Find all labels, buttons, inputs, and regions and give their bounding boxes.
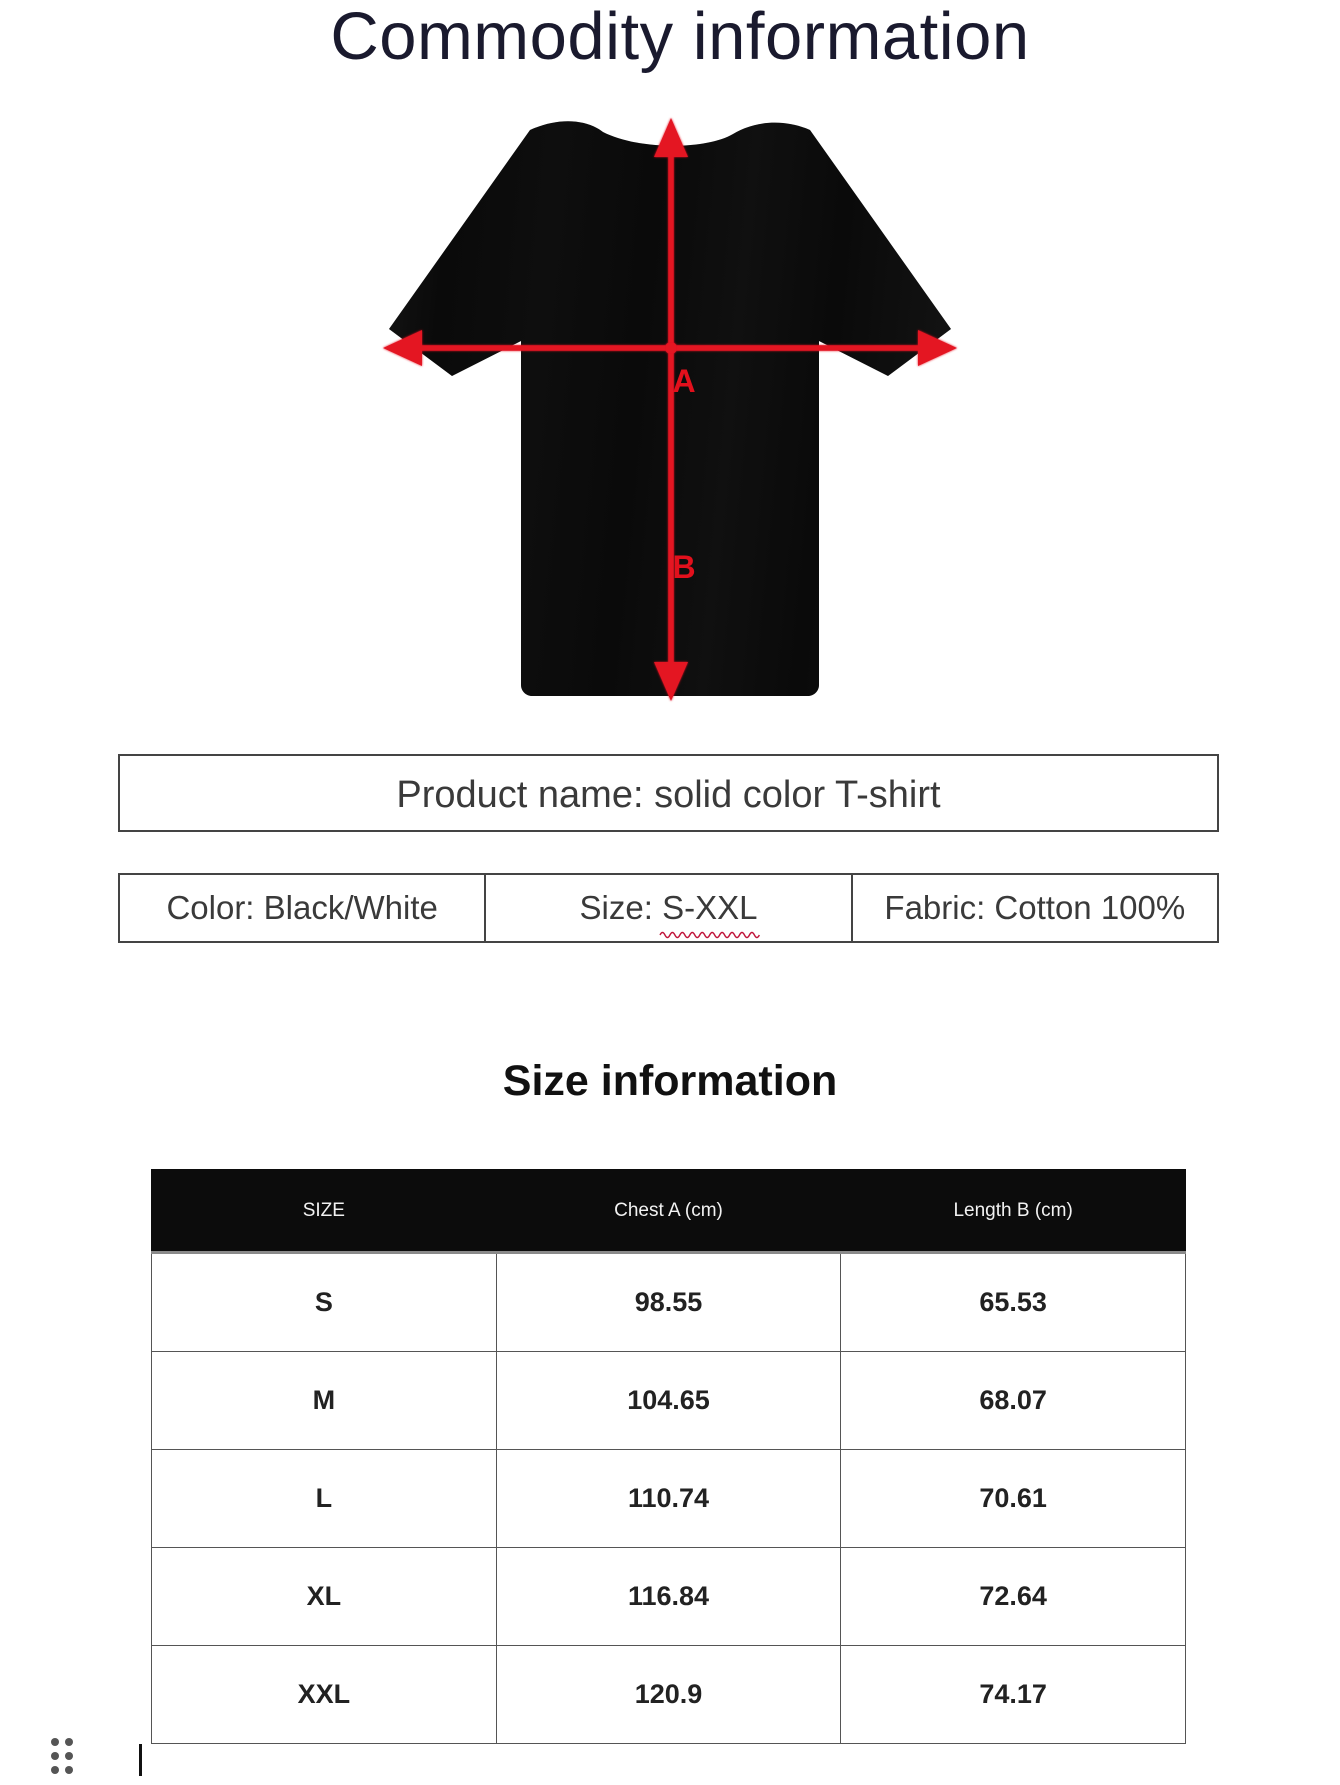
svg-text:B: B [672, 549, 695, 585]
svg-text:A: A [672, 363, 695, 399]
